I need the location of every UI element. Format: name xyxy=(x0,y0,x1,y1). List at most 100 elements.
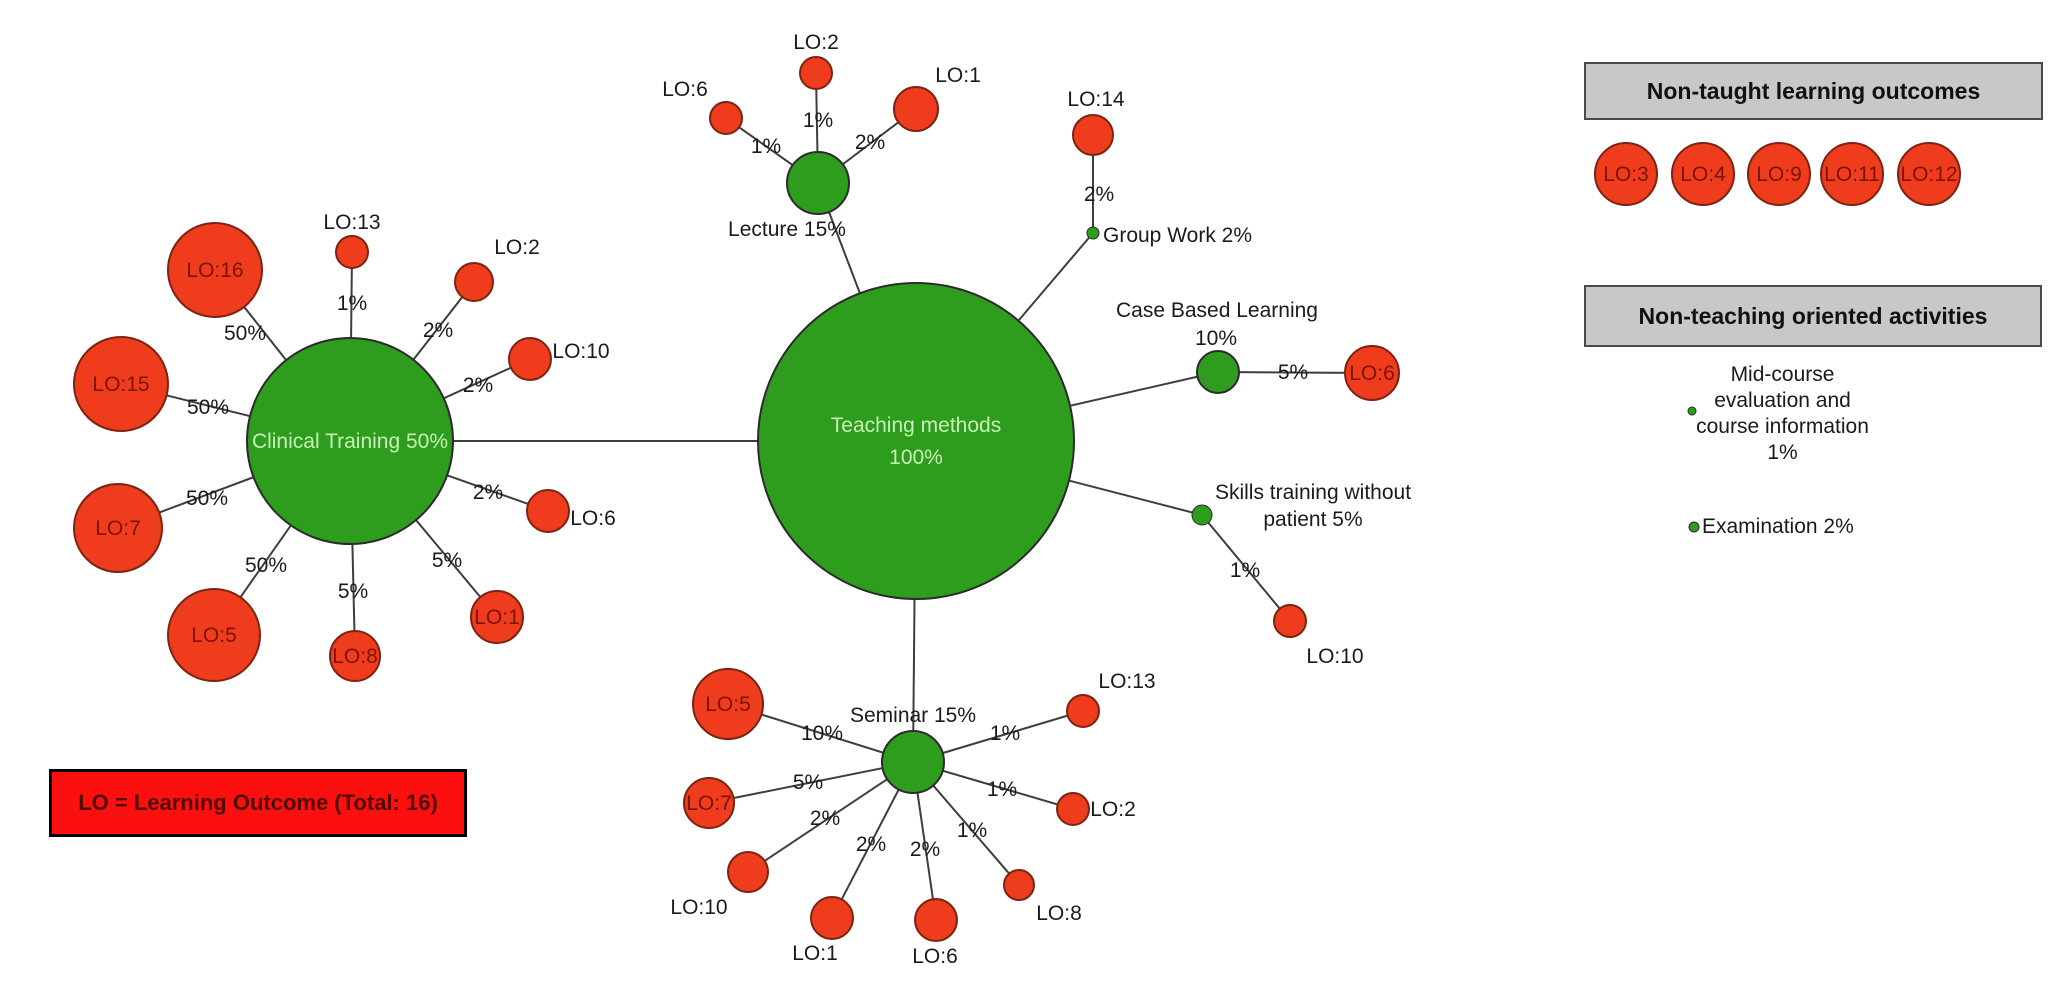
node-lecture-lo6 xyxy=(709,101,743,135)
legend-lo11 xyxy=(1820,142,1884,206)
node-lecture-lo2-label: LO:2 xyxy=(793,31,839,54)
node-clinical-lo2 xyxy=(454,262,494,302)
node-seminar-lo10-label: LO:10 xyxy=(670,896,727,919)
edge-label-8: 5% xyxy=(1278,361,1308,384)
node-seminar-lo6-label: LO:6 xyxy=(912,945,958,968)
node-seminar-lo13 xyxy=(1066,694,1100,728)
node-case-lo6-label: LO:6 xyxy=(1349,362,1395,385)
node-seminar-lo6 xyxy=(914,898,958,942)
node-clinical-lo15-label: LO:15 xyxy=(92,373,149,396)
node-seminar-lo2-label: LO:2 xyxy=(1090,798,1136,821)
node-seminar-lo8-label: LO:8 xyxy=(1036,902,1082,925)
node-seminar-lo10 xyxy=(727,851,769,893)
legend-lo12 xyxy=(1897,142,1961,206)
node-lecture xyxy=(786,151,850,215)
node-group-work xyxy=(1086,226,1100,240)
non-teaching-legend-title: Non-teaching oriented activities xyxy=(1638,302,1988,329)
node-clinical-lo6-label: LO:6 xyxy=(570,507,616,530)
node-skills-lo10 xyxy=(1273,604,1307,638)
node-lecture-lo1-label: LO:1 xyxy=(935,64,981,87)
node-group-work-lo14-label: LO:14 xyxy=(1067,88,1125,111)
legend-lo3 xyxy=(1594,142,1658,206)
edge-label-6: 2% xyxy=(1084,183,1114,206)
edge-label-17: 50% xyxy=(186,487,228,510)
node-seminar-lo13-label: LO:13 xyxy=(1098,670,1155,693)
node-clinical-lo13 xyxy=(335,235,369,269)
edge-label-20: 5% xyxy=(338,580,368,603)
node-midcourse-evaluation xyxy=(1687,406,1697,416)
lo-definition-box: LO = Learning Outcome (Total: 16) xyxy=(49,769,467,837)
node-lecture-lo6-label: LO:6 xyxy=(662,78,708,101)
edge-label-26: 2% xyxy=(910,838,940,861)
edge-label-29: 1% xyxy=(990,722,1020,745)
node-clinical-lo5 xyxy=(167,588,261,682)
node-group-work-lo14 xyxy=(1072,114,1114,156)
node-seminar xyxy=(881,730,945,794)
edge-label-10: 1% xyxy=(1230,559,1260,582)
legend-lo9-label: LO:9 xyxy=(1756,163,1802,186)
edge-label-0: 1% xyxy=(751,135,781,158)
node-seminar-lo7-label: LO:7 xyxy=(686,792,732,815)
node-case-lo6 xyxy=(1344,345,1400,401)
edge-label-28: 1% xyxy=(987,778,1017,801)
non-taught-legend-title: Non-taught learning outcomes xyxy=(1646,77,1981,104)
edge-label-22: 10% xyxy=(801,722,843,745)
label-case-based-line1: Case Based Learning xyxy=(1116,299,1318,322)
node-clinical-lo13-label: LO:13 xyxy=(323,211,380,234)
label-group-work: Group Work 2% xyxy=(1103,224,1252,247)
node-examination xyxy=(1688,521,1700,533)
label-lecture: Lecture 15% xyxy=(728,218,846,241)
edge-label-16: 2% xyxy=(463,374,493,397)
node-clinical-lo10 xyxy=(508,337,552,381)
edge-label-19: 50% xyxy=(245,554,287,577)
node-clinical-lo7-label: LO:7 xyxy=(95,517,141,540)
edge-label-1: 1% xyxy=(803,109,833,132)
legend-lo4-label: LO:4 xyxy=(1680,163,1726,186)
legend-lo4 xyxy=(1671,142,1735,206)
midcourse-evaluation-label: Mid-course evaluation and course informa… xyxy=(1696,363,1869,464)
node-clinical-lo6 xyxy=(526,489,570,533)
non-teaching-legend-box: Non-teaching oriented activities xyxy=(1584,285,2042,347)
node-clinical-lo16-label: LO:16 xyxy=(186,259,243,282)
edge-label-18: 2% xyxy=(473,481,503,504)
edge-label-23: 5% xyxy=(793,771,823,794)
edge-label-12: 50% xyxy=(224,322,266,345)
node-teaching-methods-label: Teaching methods 100% xyxy=(831,414,1001,469)
node-clinical-lo10-label: LO:10 xyxy=(552,340,609,363)
node-clinical-lo8-label: LO:8 xyxy=(332,645,378,668)
node-seminar-lo5 xyxy=(692,668,764,740)
node-clinical-training xyxy=(246,337,454,545)
label-case-based-line2: 10% xyxy=(1195,327,1237,350)
non-taught-legend-box: Non-taught learning outcomes xyxy=(1584,62,2043,120)
examination-label: Examination 2% xyxy=(1702,515,1854,538)
edge-label-15: 50% xyxy=(187,396,229,419)
lo-definition-text: LO = Learning Outcome (Total: 16) xyxy=(78,790,438,815)
node-clinical-lo1 xyxy=(470,590,524,644)
node-seminar-lo5-label: LO:5 xyxy=(705,693,751,716)
node-lecture-lo2 xyxy=(799,56,833,90)
node-seminar-lo2 xyxy=(1056,792,1090,826)
edge-23 xyxy=(708,761,914,804)
edge-10 xyxy=(1201,514,1291,622)
node-case-based-learning xyxy=(1196,350,1240,394)
node-clinical-lo15 xyxy=(73,336,169,432)
legend-lo9 xyxy=(1747,142,1811,206)
edge-label-24: 2% xyxy=(810,807,840,830)
edge-label-13: 1% xyxy=(337,292,367,315)
edge-label-27: 1% xyxy=(957,819,987,842)
node-seminar-lo1-label: LO:1 xyxy=(792,942,838,965)
node-clinical-lo5-label: LO:5 xyxy=(191,624,237,647)
node-seminar-lo8 xyxy=(1003,869,1035,901)
edge-label-21: 5% xyxy=(432,549,462,572)
legend-lo11-label: LO:11 xyxy=(1824,163,1880,186)
node-clinical-lo2-label: LO:2 xyxy=(494,236,540,259)
node-seminar-lo7 xyxy=(683,777,735,829)
label-skills-line1: Skills training without xyxy=(1215,481,1411,504)
edge-label-2: 2% xyxy=(855,131,885,154)
node-clinical-lo1-label: LO:1 xyxy=(474,606,520,629)
node-clinical-training-label: Clinical Training 50% xyxy=(252,430,448,453)
edge-label-14: 2% xyxy=(423,319,453,342)
label-skills-line2: patient 5% xyxy=(1263,508,1362,531)
